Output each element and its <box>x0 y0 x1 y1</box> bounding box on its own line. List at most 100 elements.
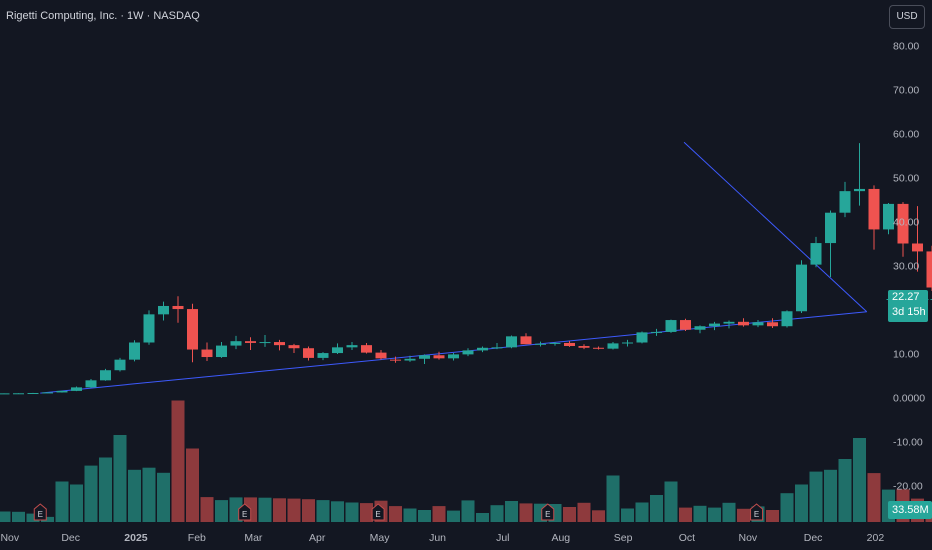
volume-bar <box>476 513 489 522</box>
x-axis-tick-label: 202 <box>867 532 885 544</box>
y-axis-tick-label: 60.00 <box>893 129 919 141</box>
x-axis-tick-label: Sep <box>614 532 633 544</box>
volume-bar <box>853 438 866 522</box>
candle-body <box>781 311 793 327</box>
candle-body <box>187 309 198 350</box>
volume-bar <box>12 511 25 522</box>
volume-bar <box>722 502 736 522</box>
x-axis-tick-label: Oct <box>679 532 695 544</box>
volume-bar <box>128 469 141 522</box>
currency-button[interactable]: USD <box>889 5 925 29</box>
x-axis-tick-label: May <box>370 532 391 544</box>
candle-body <box>201 349 213 358</box>
candle-body <box>462 350 474 355</box>
volume-bar <box>70 484 83 522</box>
trendline <box>683 141 868 313</box>
volume-bar <box>99 457 112 522</box>
candle-body <box>491 347 503 349</box>
volume-bar <box>592 510 605 522</box>
y-axis-tick-label: 80.00 <box>893 41 919 53</box>
candle-body <box>317 353 329 358</box>
volume-bar <box>664 481 678 522</box>
volume-bar <box>505 501 518 522</box>
earnings-icon <box>33 503 47 521</box>
earnings-icon-label: E <box>242 510 247 519</box>
candle-body <box>680 320 691 330</box>
earnings-icon-label: E <box>545 510 550 519</box>
x-axis-tick-label: Nov <box>739 532 758 544</box>
volume-bar <box>157 472 170 522</box>
x-axis-tick-label: Feb <box>188 532 206 544</box>
volume-bar <box>200 497 214 522</box>
candle-body <box>172 305 184 310</box>
candle-body <box>622 342 633 344</box>
volume-bar <box>867 473 881 522</box>
candle-body <box>375 352 387 359</box>
volume-bar <box>258 497 272 522</box>
candle-body <box>709 323 720 327</box>
candle-body <box>593 347 604 349</box>
volume-bar <box>621 508 634 522</box>
y-axis-tick-label: 70.00 <box>893 85 919 97</box>
candle-body <box>303 348 314 358</box>
x-axis-tick-label: Jun <box>429 532 446 544</box>
volume-bar <box>766 510 779 522</box>
earnings-icon-label: E <box>38 510 43 519</box>
y-axis-tick-label: -10.00 <box>893 437 923 449</box>
candle-body <box>100 370 111 381</box>
candle-body <box>535 343 546 345</box>
volume-bar <box>331 501 344 522</box>
candle-body <box>810 243 822 265</box>
volume-bar <box>563 507 576 522</box>
volume-bar <box>273 498 286 522</box>
y-axis-tick-label: 10.00 <box>893 349 919 361</box>
y-axis-tick-label: 40.00 <box>893 217 919 229</box>
candle-body <box>694 326 706 330</box>
candle-body <box>259 342 271 344</box>
candle-body <box>288 345 300 349</box>
candle-body <box>433 355 445 359</box>
candle-body <box>230 341 242 346</box>
last-price-badge: 22.27 3d 15h <box>888 290 928 322</box>
volume-bar <box>737 508 750 522</box>
candle-body <box>56 390 68 393</box>
candle-body <box>607 343 619 349</box>
volume-bar <box>287 498 301 522</box>
y-axis-tick-label: 50.00 <box>893 173 919 185</box>
candle-body <box>636 332 648 343</box>
candle-body <box>520 336 532 345</box>
volume-bar <box>55 481 69 522</box>
candle-body <box>897 203 909 244</box>
candle-body <box>723 321 735 324</box>
volume-bar <box>113 435 127 522</box>
volume-bar <box>0 511 11 522</box>
candle-body <box>129 342 140 360</box>
candle-body <box>926 251 932 288</box>
candle-body <box>85 380 97 388</box>
volume-bar <box>142 467 156 522</box>
candle-body <box>549 342 561 344</box>
candle-body <box>114 359 126 371</box>
symbol-title[interactable]: Rigetti Computing, Inc. · 1W · NASDAQ <box>6 10 200 22</box>
candle-body <box>578 346 590 348</box>
volume-bar <box>186 448 199 522</box>
candle-body <box>245 341 256 343</box>
volume-bar <box>26 513 40 522</box>
candle-body <box>216 345 227 358</box>
volume-bar <box>679 507 692 522</box>
y-axis-tick-label: 0.0000 <box>893 393 925 405</box>
candle-body <box>564 342 575 347</box>
candle-body <box>912 243 923 252</box>
x-axis-tick-label: 2025 <box>124 532 148 544</box>
candle-body <box>883 203 894 230</box>
candle-body <box>346 345 358 348</box>
volume-bar <box>606 475 620 522</box>
volume-bar <box>215 500 228 522</box>
candle-body <box>825 212 836 244</box>
volume-bar <box>302 499 315 522</box>
candle-body <box>158 305 169 315</box>
candle-body <box>390 359 401 361</box>
candle-body <box>839 191 851 213</box>
